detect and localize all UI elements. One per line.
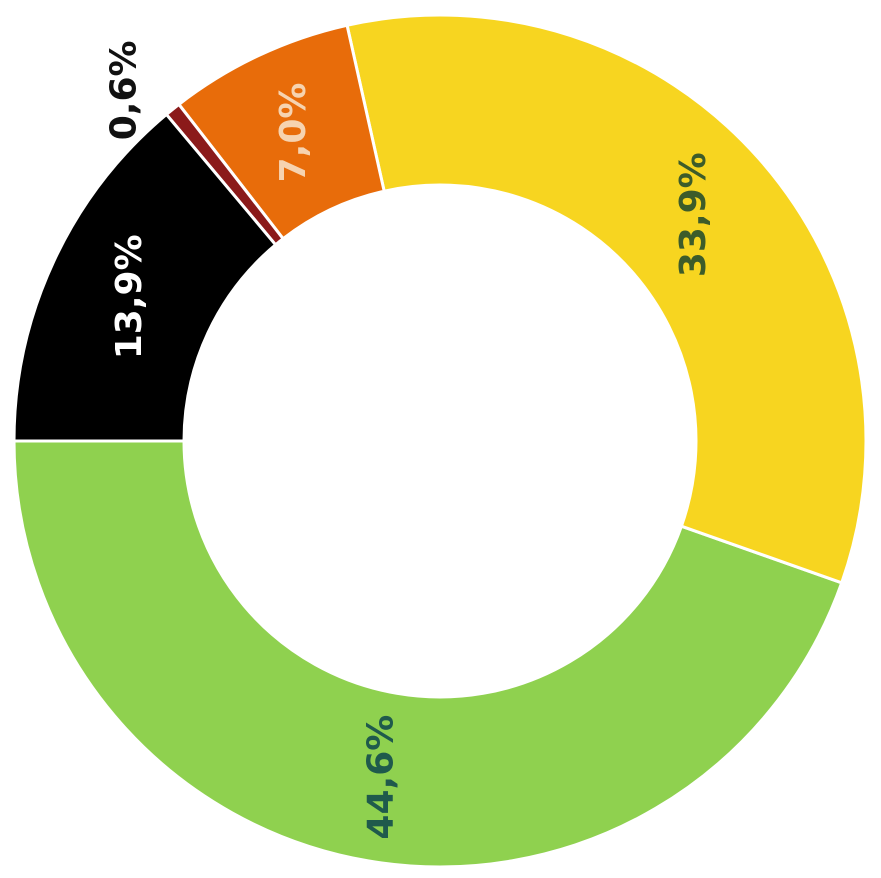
donut-slice bbox=[12, 112, 278, 443]
slice-label: 33,9% bbox=[673, 152, 714, 277]
donut-slice bbox=[12, 439, 844, 869]
slice-label: 0,6% bbox=[104, 40, 145, 140]
slice-label: 13,9% bbox=[109, 234, 150, 359]
slice-label: 44,6% bbox=[360, 715, 401, 840]
slice-label: 7,0% bbox=[273, 83, 314, 183]
donut-slice bbox=[345, 13, 868, 585]
